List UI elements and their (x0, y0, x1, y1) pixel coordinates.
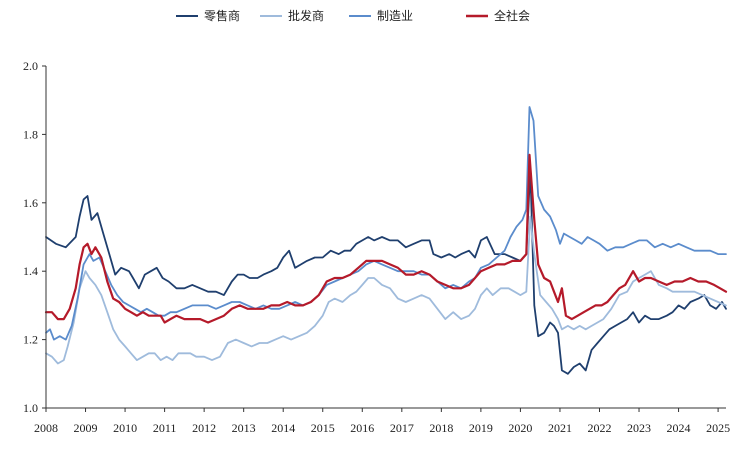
x-tick-label: 2008 (34, 421, 58, 435)
legend-label: 批发商 (288, 8, 324, 23)
legend: 零售商 批发商 制造业 全社会 (176, 8, 530, 23)
series-line-1 (45, 167, 727, 375)
x-axis-ticks: 2008 2009 2010 2011 2012 2013 2014 2015 2016 2017… (34, 408, 730, 435)
y-tick-label: 1.6 (23, 196, 38, 210)
series-line-4 (44, 153, 728, 324)
x-tick-label: 2016 (350, 421, 374, 435)
x-tick-label: 2022 (587, 421, 611, 435)
x-tick-label: 2009 (74, 421, 98, 435)
legend-label: 制造业 (377, 9, 413, 23)
y-tick-label: 1.4 (23, 264, 38, 278)
y-tick-label: 1.2 (23, 333, 38, 347)
y-tick-label: 2.0 (23, 59, 38, 73)
legend-label: 全社会 (494, 8, 530, 23)
series-lines (44, 106, 728, 375)
series-line-2 (45, 215, 727, 365)
legend-item-1: 零售商 (176, 8, 240, 23)
x-tick-label: 2021 (548, 421, 572, 435)
x-tick-label: 2018 (429, 421, 453, 435)
y-axis-ticks: 1.0 1.2 1.4 1.6 1.8 2.0 (23, 59, 46, 415)
legend-item-2: 批发商 (260, 8, 324, 23)
x-tick-label: 2014 (271, 421, 295, 435)
y-tick-label: 1.0 (23, 401, 38, 415)
x-tick-label: 2024 (667, 421, 691, 435)
x-tick-label: 2015 (311, 421, 335, 435)
x-tick-label: 2011 (153, 421, 177, 435)
legend-label: 零售商 (204, 8, 240, 23)
x-tick-label: 2013 (232, 421, 256, 435)
series-line-3 (45, 106, 727, 341)
legend-item-3: 制造业 (349, 9, 413, 23)
x-tick-label: 2010 (113, 421, 137, 435)
x-tick-label: 2012 (192, 421, 216, 435)
x-tick-label: 2023 (627, 421, 651, 435)
legend-item-4: 全社会 (466, 8, 530, 23)
x-tick-label: 2020 (508, 421, 532, 435)
y-tick-label: 1.8 (23, 127, 38, 141)
x-tick-label: 2025 (706, 421, 730, 435)
plot-area: 1.01.21.41.61.82.0 2008 2009 2010 2011 2012 2… (23, 59, 730, 435)
x-tick-label: 2017 (390, 421, 414, 435)
x-tick-label: 2019 (469, 421, 493, 435)
